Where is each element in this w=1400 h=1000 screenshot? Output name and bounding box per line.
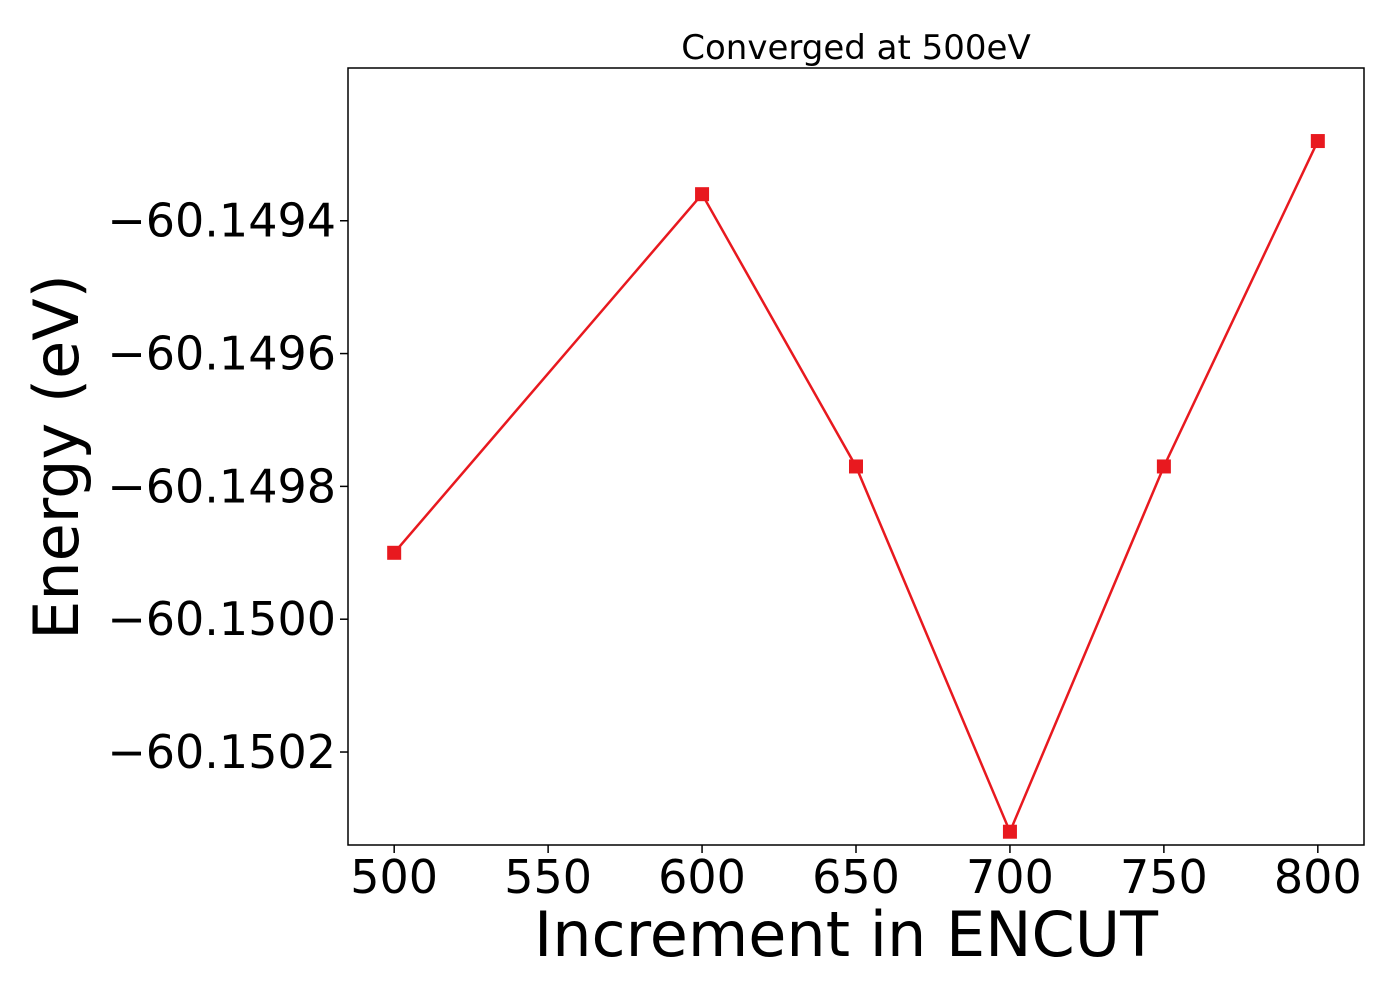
data-point-marker: [1002, 824, 1017, 839]
data-point-marker: [1310, 134, 1325, 149]
y-tick-label: −60.1502: [107, 725, 336, 779]
x-axis-label: Increment in ENCUT: [534, 898, 1159, 971]
data-point-marker: [695, 187, 710, 202]
y-axis: −60.1494 −60.1496 −60.1498 −60.1500 −60.1502: [107, 194, 348, 779]
y-axis-label: Energy (eV): [20, 274, 93, 640]
plot-frame: [347, 67, 1365, 846]
y-tick-label: −60.1494: [107, 194, 336, 248]
x-tick-label: 650: [812, 850, 900, 904]
data-point-marker: [1156, 459, 1171, 474]
x-tick-label: 800: [1274, 850, 1362, 904]
x-tick-label: 500: [350, 850, 438, 904]
x-tick-label: 550: [504, 850, 592, 904]
data-point-marker: [387, 545, 402, 560]
data-point-marker: [849, 459, 863, 474]
chart-title: Converged at 500eV: [681, 28, 1030, 68]
x-tick-label: 700: [966, 850, 1054, 904]
x-tick-label: 600: [658, 850, 746, 904]
x-tick-label: 750: [1120, 850, 1208, 904]
series-line: [393, 140, 1319, 835]
y-tick-label: −60.1500: [107, 592, 336, 646]
y-tick-label: −60.1498: [107, 459, 336, 513]
x-axis: 500 550 600 650 700 750 800: [350, 845, 1362, 904]
y-tick-label: −60.1496: [107, 327, 336, 381]
data-series: [387, 134, 1325, 839]
